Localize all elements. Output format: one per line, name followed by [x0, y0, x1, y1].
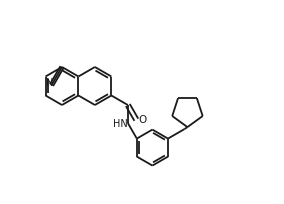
Text: O: O — [138, 115, 147, 125]
Text: N: N — [46, 78, 53, 88]
Text: HN: HN — [113, 119, 128, 129]
